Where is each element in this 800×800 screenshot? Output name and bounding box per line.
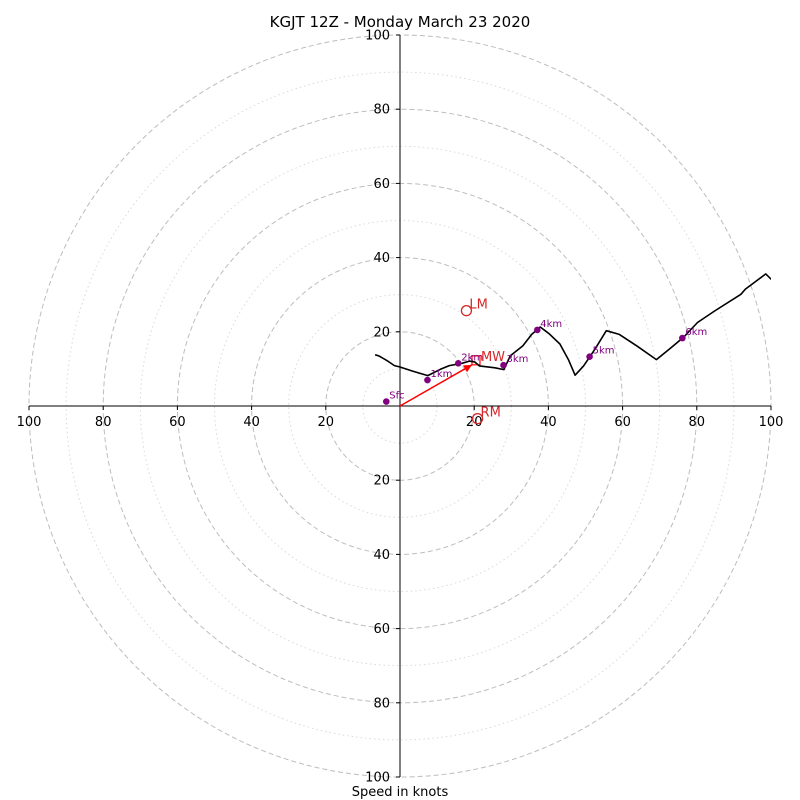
x-tick-label: 20 [318, 415, 335, 430]
mean-wind-arrow [399, 364, 473, 407]
height-label-3km: 3km [507, 354, 529, 365]
height-label-4km: 4km [540, 319, 562, 330]
storm-motion-rm [471, 412, 484, 425]
chart-title: KGJT 12Z - Monday March 23 2020 [270, 13, 531, 31]
y-tick-label: 20 [373, 474, 390, 489]
height-label-sfc: Sfc [389, 391, 404, 402]
storm-motion-label-lm: LM [469, 298, 487, 313]
y-tick-label: 80 [373, 103, 390, 118]
x-tick-label: 100 [17, 415, 42, 430]
hodograph-trace [374, 273, 771, 377]
height-marker-1km [424, 376, 431, 384]
y-tick-label: 60 [373, 622, 390, 637]
y-tick-label: 100 [365, 29, 390, 44]
y-tick-label: 80 [373, 696, 390, 711]
height-label-5km: 5km [593, 346, 615, 357]
height-label-1km: 1km [430, 369, 452, 380]
x-tick-label: 40 [540, 415, 557, 430]
x-tick-label: 40 [243, 415, 260, 430]
y-tick-label: 20 [373, 325, 390, 340]
mean-wind-marker [471, 355, 481, 366]
height-marker-2km [454, 360, 462, 367]
y-tick-label: 60 [373, 177, 390, 192]
height-marker-5km [586, 353, 593, 360]
x-tick-label: 60 [169, 415, 186, 430]
height-marker-6km [679, 334, 686, 342]
x-tick-label: 80 [689, 415, 706, 430]
height-marker-4km [533, 326, 541, 334]
height-marker-3km [500, 361, 507, 369]
x-tick-label: 60 [614, 415, 631, 430]
y-tick-label: 40 [373, 548, 390, 563]
mean-wind-arrowhead [463, 364, 472, 373]
height-label-6km: 6km [685, 327, 707, 338]
mean-wind-label: MW [481, 350, 505, 365]
height-label-2km: 2km [461, 352, 483, 363]
x-tick-label: 80 [95, 415, 112, 430]
height-marker-sfc [382, 398, 390, 405]
x-axis-label: Speed in knots [352, 785, 449, 800]
x-tick-label: 100 [759, 415, 784, 430]
storm-motion-lm [460, 305, 473, 317]
storm-motion-label-rm: RM [481, 406, 501, 421]
y-tick-label: 40 [373, 251, 390, 266]
y-tick-label: 100 [365, 771, 390, 786]
